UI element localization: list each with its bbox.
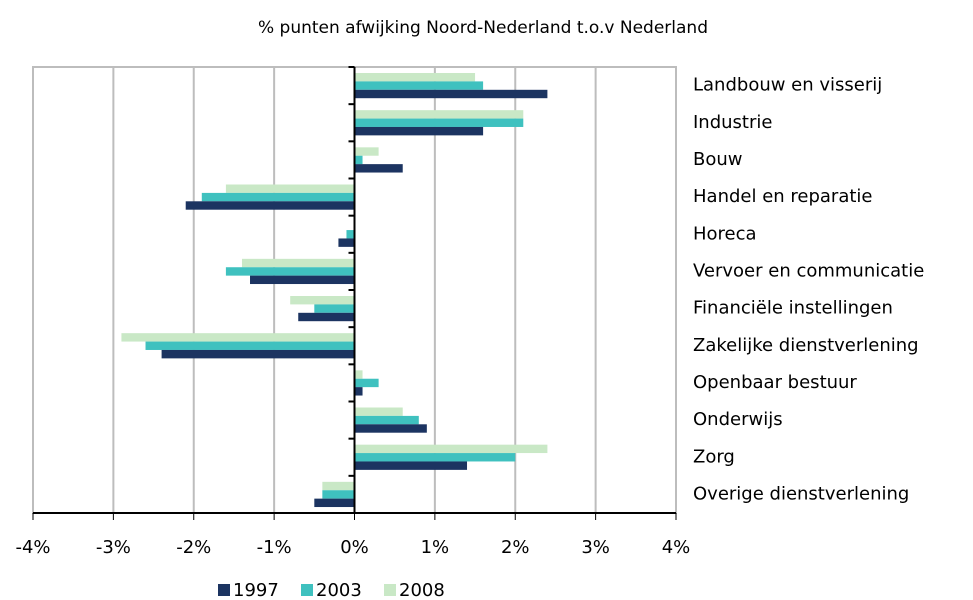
bar	[354, 73, 476, 82]
x-tick-label: 3%	[581, 537, 610, 558]
bar	[354, 387, 363, 396]
category-label: Openbaar bestuur	[693, 372, 857, 393]
category-label: Horeca	[693, 223, 757, 244]
bar	[298, 312, 355, 322]
bar	[354, 147, 379, 156]
bar	[225, 267, 355, 276]
category-label: Financiële instellingen	[693, 298, 893, 319]
bar	[354, 453, 516, 462]
bar	[338, 238, 355, 247]
bar	[241, 258, 355, 268]
bar	[322, 490, 355, 499]
x-tick-label: -1%	[257, 537, 292, 558]
bar	[354, 126, 484, 136]
bar	[185, 201, 355, 210]
bar	[354, 378, 379, 388]
category-label: Zakelijke dienstverlening	[693, 335, 919, 356]
chart-title: % punten afwijking Noord-Nederland t.o.v…	[258, 18, 708, 38]
category-label: Overige dienstverlening	[693, 483, 909, 504]
bar	[354, 155, 363, 165]
x-tick-label: -3%	[96, 537, 131, 558]
bar	[354, 444, 548, 454]
bar	[346, 230, 355, 239]
category-label: Onderwijs	[693, 409, 783, 430]
x-tick-label: 0%	[340, 537, 369, 558]
legend-label: 2008	[399, 580, 445, 600]
bar	[354, 407, 403, 416]
bar	[354, 89, 548, 99]
bar	[201, 192, 355, 202]
legend-label: 2003	[316, 580, 362, 600]
legend-swatch	[301, 584, 313, 596]
bar	[354, 164, 403, 173]
bar	[314, 304, 355, 313]
bar	[354, 118, 524, 127]
bar	[161, 349, 355, 359]
x-tick-label: 1%	[421, 537, 450, 558]
legend-swatch	[384, 584, 396, 596]
category-label: Bouw	[693, 149, 743, 170]
bar	[322, 481, 355, 491]
bar	[145, 341, 355, 350]
legend-label: 1997	[233, 580, 279, 600]
x-tick-label: -4%	[15, 537, 50, 558]
x-tick-label: 2%	[501, 537, 530, 558]
category-label: Vervoer en communicatie	[693, 260, 924, 281]
bar	[354, 424, 427, 433]
category-label: Landbouw en visserij	[693, 75, 882, 96]
legend-swatch	[218, 584, 230, 596]
bar	[354, 110, 524, 119]
category-label: Industrie	[693, 112, 772, 133]
bar	[314, 498, 355, 508]
bar	[225, 184, 355, 193]
bar	[121, 333, 355, 342]
x-tick-label: -2%	[176, 537, 211, 558]
bar	[354, 415, 419, 425]
category-label: Handel en reparatie	[693, 186, 873, 207]
bar	[354, 81, 484, 90]
bar	[250, 275, 355, 285]
bar	[290, 296, 355, 305]
x-tick-label: 4%	[662, 537, 691, 558]
bar	[354, 461, 468, 470]
category-label: Zorg	[693, 446, 735, 467]
bar	[354, 370, 363, 379]
